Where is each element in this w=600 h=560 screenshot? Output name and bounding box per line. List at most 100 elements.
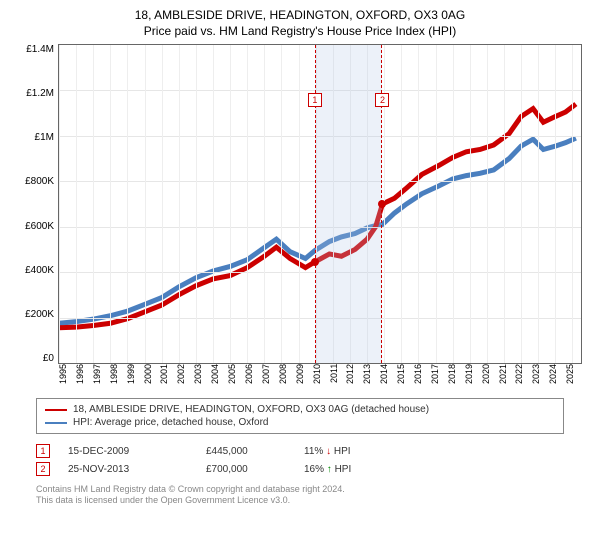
legend-swatch-red xyxy=(45,409,67,411)
grid-vline xyxy=(264,45,265,363)
x-axis-label: 2013 xyxy=(362,364,379,392)
grid-vline xyxy=(504,45,505,363)
x-axis-label: 2025 xyxy=(565,364,582,392)
grid-vline xyxy=(230,45,231,363)
grid-vline xyxy=(572,45,573,363)
y-axis: £1.4M £1.2M £1M £800K £600K £400K £200K £0 xyxy=(12,44,58,364)
grid-vline xyxy=(213,45,214,363)
x-axis-label: 2017 xyxy=(430,364,447,392)
grid-vline xyxy=(110,45,111,363)
transaction-delta: 11% ↓ HPI xyxy=(304,446,404,457)
grid-vline xyxy=(281,45,282,363)
grid-vline xyxy=(59,45,60,363)
grid-vline xyxy=(247,45,248,363)
grid-vline xyxy=(196,45,197,363)
x-axis-label: 2011 xyxy=(329,364,346,392)
grid-vline xyxy=(179,45,180,363)
y-axis-label: £600K xyxy=(25,221,54,232)
x-axis-label: 2005 xyxy=(227,364,244,392)
attribution-line-1: Contains HM Land Registry data © Crown c… xyxy=(36,484,564,495)
grid-vline xyxy=(127,45,128,363)
chart-subtitle: Price paid vs. HM Land Registry's House … xyxy=(12,24,588,38)
x-axis-label: 1998 xyxy=(109,364,126,392)
transaction-date: 25-NOV-2013 xyxy=(68,464,188,475)
x-axis-label: 2003 xyxy=(193,364,210,392)
x-axis-label: 2006 xyxy=(244,364,261,392)
chart-area: £1.4M£1.2M£1M£800K£600K£400K£200K£0 12 1… xyxy=(12,44,588,392)
grid-vline xyxy=(76,45,77,363)
x-axis-label: 1999 xyxy=(126,364,143,392)
grid-vline xyxy=(418,45,419,363)
x-axis-label: 1996 xyxy=(75,364,92,392)
legend: 18, AMBLESIDE DRIVE, HEADINGTON, OXFORD,… xyxy=(36,398,564,434)
legend-row-red: 18, AMBLESIDE DRIVE, HEADINGTON, OXFORD,… xyxy=(45,403,555,416)
grid-vline xyxy=(538,45,539,363)
grid-vline xyxy=(436,45,437,363)
grid-vline xyxy=(521,45,522,363)
transaction-table: 1 15-DEC-2009 £445,000 11% ↓ HPI 2 25-NOV-201… xyxy=(36,442,564,478)
highlight-band xyxy=(315,45,383,363)
grid-vline xyxy=(145,45,146,363)
x-axis-label: 2012 xyxy=(345,364,362,392)
grid-vline xyxy=(93,45,94,363)
x-axis-label: 2021 xyxy=(498,364,515,392)
x-axis-label: 2000 xyxy=(143,364,160,392)
y-axis-label: £1.4M xyxy=(26,44,54,55)
x-axis-label: 2016 xyxy=(413,364,430,392)
delta-arrow-icon: ↑ xyxy=(327,464,332,475)
x-axis-label: 2024 xyxy=(548,364,565,392)
x-axis-label: 2010 xyxy=(312,364,329,392)
transaction-row: 2 25-NOV-2013 £700,000 16% ↑ HPI xyxy=(36,460,564,478)
chart-container: 18, AMBLESIDE DRIVE, HEADINGTON, OXFORD,… xyxy=(0,0,600,560)
grid-vline xyxy=(555,45,556,363)
y-axis-label: £1.2M xyxy=(26,88,54,99)
grid-vline xyxy=(470,45,471,363)
x-axis-label: 2001 xyxy=(159,364,176,392)
chart-title: 18, AMBLESIDE DRIVE, HEADINGTON, OXFORD,… xyxy=(12,8,588,22)
x-axis-label: 2020 xyxy=(481,364,498,392)
y-axis-label: £800K xyxy=(25,176,54,187)
grid-vline xyxy=(162,45,163,363)
y-axis-label: £200K xyxy=(25,309,54,320)
legend-label-blue: HPI: Average price, detached house, Oxfo… xyxy=(73,417,269,428)
transaction-delta: 16% ↑ HPI xyxy=(304,464,404,475)
x-axis-label: 1997 xyxy=(92,364,109,392)
transaction-marker: 2 xyxy=(36,462,50,476)
attribution: Contains HM Land Registry data © Crown c… xyxy=(36,484,564,507)
grid-vline xyxy=(299,45,300,363)
x-axis-label: 2009 xyxy=(295,364,312,392)
transaction-price: £445,000 xyxy=(206,446,286,457)
y-axis-label: £1M xyxy=(35,132,54,143)
x-axis-label: 2007 xyxy=(261,364,278,392)
x-axis-label: 2023 xyxy=(531,364,548,392)
plot-area: 12 xyxy=(58,44,582,364)
chart-marker: 2 xyxy=(375,93,389,107)
y-axis-label: £400K xyxy=(25,265,54,276)
y-axis-label: £0 xyxy=(43,353,54,364)
grid-vline xyxy=(487,45,488,363)
transaction-date: 15-DEC-2009 xyxy=(68,446,188,457)
x-axis-label: 2008 xyxy=(278,364,295,392)
x-axis-label: 2019 xyxy=(464,364,481,392)
grid-vline xyxy=(453,45,454,363)
x-axis-label: 2004 xyxy=(210,364,227,392)
x-axis-label: 2022 xyxy=(514,364,531,392)
legend-row-blue: HPI: Average price, detached house, Oxfo… xyxy=(45,416,555,429)
transaction-row: 1 15-DEC-2009 £445,000 11% ↓ HPI xyxy=(36,442,564,460)
x-axis-label: 1995 xyxy=(58,364,75,392)
transaction-price: £700,000 xyxy=(206,464,286,475)
transaction-marker: 1 xyxy=(36,444,50,458)
x-axis-label: 2018 xyxy=(447,364,464,392)
chart-dot xyxy=(378,200,386,208)
legend-label-red: 18, AMBLESIDE DRIVE, HEADINGTON, OXFORD,… xyxy=(73,404,429,415)
delta-arrow-icon: ↓ xyxy=(326,446,331,457)
x-axis-label: 2015 xyxy=(396,364,413,392)
chart-marker: 1 xyxy=(308,93,322,107)
x-axis-label: 2002 xyxy=(176,364,193,392)
x-axis-label: 2014 xyxy=(379,364,396,392)
chart-dot xyxy=(311,258,319,266)
grid-vline xyxy=(401,45,402,363)
legend-swatch-blue xyxy=(45,422,67,424)
x-axis: 1995199619971998199920002001200220032004… xyxy=(58,364,582,392)
attribution-line-2: This data is licensed under the Open Gov… xyxy=(36,495,564,506)
